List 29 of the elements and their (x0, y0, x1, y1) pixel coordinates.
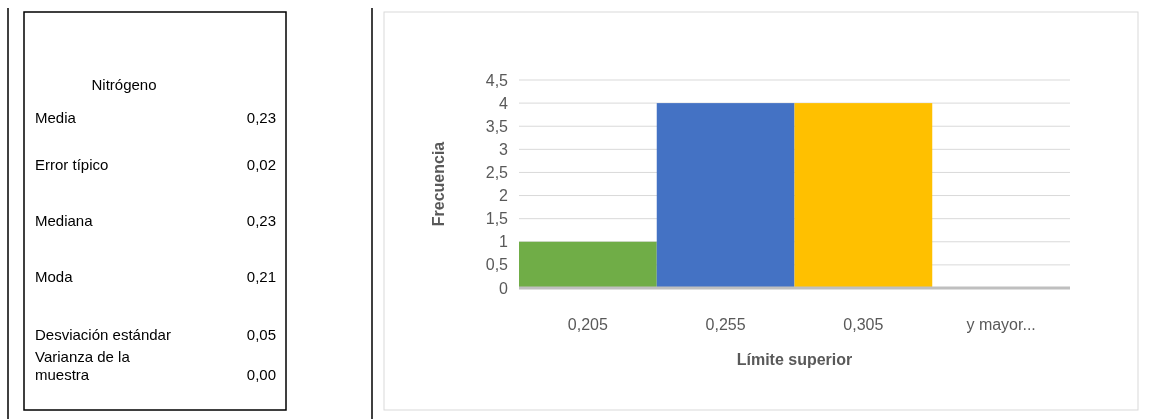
text: 0,00 (246, 366, 276, 383)
text: Mediana (35, 212, 94, 229)
x-tick-label: 0,255 (705, 316, 746, 333)
x-tick-label: 0,305 (843, 316, 884, 333)
x-tick-label: 0,205 (567, 316, 608, 333)
text: Media (35, 109, 77, 126)
y-tick-label: 2 (499, 187, 509, 205)
y-tick-label: 3,5 (485, 117, 509, 135)
text: 0,23 (246, 109, 276, 126)
x-tick-label: y mayor... (966, 316, 1036, 333)
y-tick-label: 1,5 (485, 210, 509, 228)
text: Nitrógeno (91, 76, 157, 93)
text: Error típico (35, 156, 109, 173)
y-tick-label: 1 (499, 233, 509, 251)
text: 0,05 (246, 326, 276, 343)
y-tick-label: 4,5 (485, 71, 509, 89)
text: 0,23 (246, 212, 276, 229)
y-axis-title: Frecuencia (430, 141, 447, 227)
y-tick-label: 3 (499, 140, 509, 158)
text: 0,02 (246, 156, 276, 173)
y-tick-label: 4 (499, 94, 509, 112)
y-tick-label: 0 (499, 279, 509, 297)
x-axis-title: Límite superior (736, 351, 853, 368)
text: Varianza de la muestra (35, 348, 131, 383)
y-tick-label: 0,5 (485, 256, 509, 274)
text: 0,21 (246, 268, 276, 285)
text: Moda (35, 268, 74, 285)
text: Desviación estándar (35, 326, 171, 343)
y-tick-label: 2,5 (485, 164, 509, 182)
